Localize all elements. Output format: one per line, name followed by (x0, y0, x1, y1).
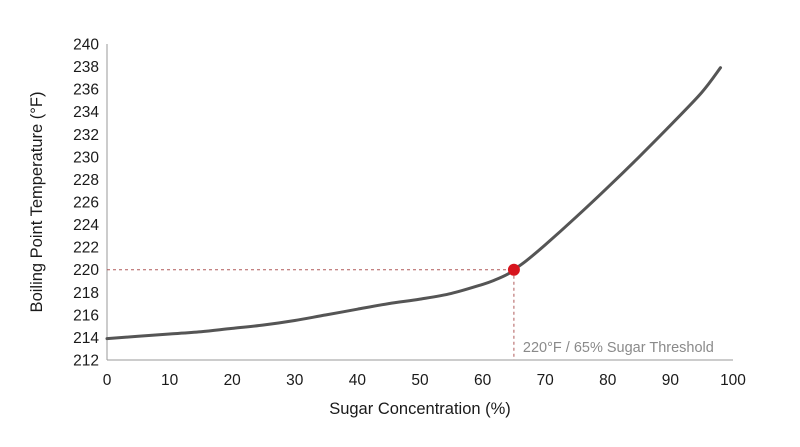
x-tick-label: 40 (349, 372, 367, 389)
threshold-guides (107, 269, 515, 360)
series-line (105, 66, 722, 341)
y-tick-label: 216 (73, 307, 99, 324)
x-tick-label: 80 (599, 372, 617, 389)
x-tick-label: 50 (411, 372, 429, 389)
x-tick-label: 60 (474, 372, 492, 389)
x-tick-label: 100 (720, 372, 746, 389)
y-tick-label: 220 (73, 262, 99, 279)
y-axis-title: Boiling Point Temperature (°F) (28, 92, 46, 313)
y-axis-ticks: 212 214 216 218 220 222 224 226 228 230 232 234 236 2… (73, 37, 99, 370)
y-tick-label: 212 (73, 353, 99, 370)
y-tick-label: 224 (73, 217, 99, 234)
y-tick-label: 226 (73, 195, 99, 212)
y-tick-label: 228 (73, 172, 99, 189)
y-tick-label: 222 (73, 240, 99, 257)
x-tick-label: 90 (662, 372, 680, 389)
x-axis-title: Sugar Concentration (%) (329, 400, 511, 418)
y-tick-label: 214 (73, 330, 99, 347)
x-axis-ticks: 0 10 20 30 40 50 60 70 80 90 100 (103, 372, 747, 389)
x-tick-label: 30 (286, 372, 304, 389)
threshold-annotation: 220°F / 65% Sugar Threshold (523, 340, 714, 356)
x-tick-label: 20 (224, 372, 242, 389)
y-tick-label: 234 (73, 104, 99, 121)
x-tick-label: 70 (537, 372, 555, 389)
threshold-point (507, 263, 520, 276)
y-tick-label: 240 (73, 37, 99, 54)
y-tick-label: 232 (73, 127, 99, 144)
y-tick-label: 218 (73, 285, 99, 302)
y-tick-label: 230 (73, 149, 99, 166)
y-tick-label: 238 (73, 59, 99, 76)
x-tick-label: 10 (161, 372, 179, 389)
y-tick-label: 236 (73, 82, 99, 99)
x-tick-label: 0 (103, 372, 112, 389)
